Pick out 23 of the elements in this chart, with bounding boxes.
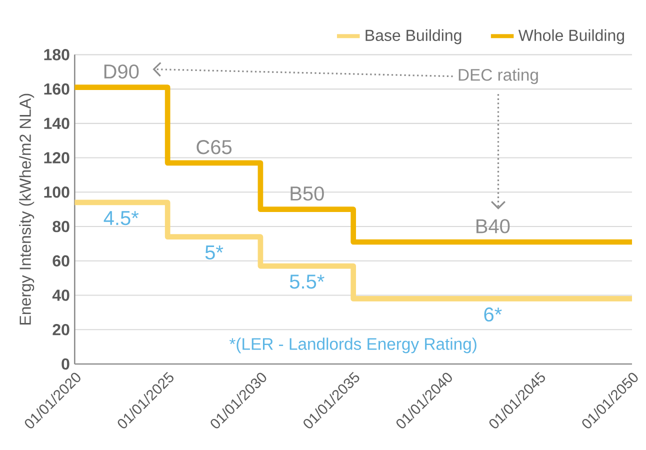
annotation: D90: [104, 64, 139, 79]
y-tick-label: 20: [52, 324, 70, 336]
annotation: C65: [196, 140, 232, 154]
legend-label: Base Building: [366, 29, 462, 44]
y-tick-label: 140: [44, 118, 70, 130]
y-tick-label: 60: [52, 255, 70, 267]
annotation: B50: [290, 186, 324, 201]
y-axis-title: Energy Intensity (kWhe/m2 NLA): [19, 94, 34, 324]
y-tick-label: 180: [44, 49, 70, 60]
annotation: 6*: [484, 307, 502, 322]
y-tick-label: 0: [62, 358, 70, 370]
y-tick-label: 120: [44, 152, 70, 164]
annotation: B40: [476, 219, 510, 234]
annotation: 4.5*: [104, 211, 139, 226]
y-tick-label: 160: [44, 83, 70, 95]
annotation: *(LER - Landlords Energy Rating): [229, 338, 476, 354]
annotation: 5*: [205, 246, 224, 260]
annotation: DEC rating: [458, 68, 538, 84]
y-tick-label: 80: [52, 220, 70, 232]
y-tick-label: 40: [52, 290, 70, 301]
y-tick-label: 100: [44, 186, 70, 198]
legend-label: Whole Building: [518, 29, 624, 44]
annotation: 5.5*: [290, 274, 324, 289]
